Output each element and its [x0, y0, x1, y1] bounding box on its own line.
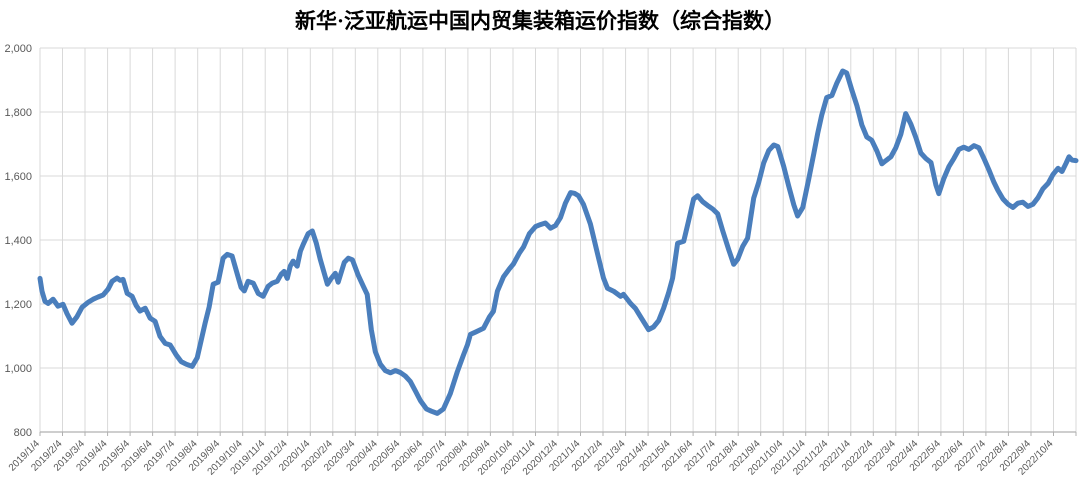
y-axis-labels: 800 1,000 1,200 1,400 1,600 1,800 2,000 — [4, 43, 32, 439]
svg-text:1,800: 1,800 — [4, 107, 32, 119]
chart-title: 新华·泛亚航运中国内贸集装箱运价指数（综合指数） — [294, 9, 785, 33]
svg-text:1,600: 1,600 — [4, 171, 32, 183]
x-axis-labels: 2019/1/42019/2/42019/3/42019/4/42019/5/4… — [7, 438, 1056, 478]
svg-text:800: 800 — [14, 427, 32, 439]
axis-lines — [39, 431, 1077, 436]
svg-text:1,000: 1,000 — [4, 363, 32, 375]
gridlines — [39, 47, 1077, 432]
series-line — [37, 68, 1079, 416]
svg-text:1,400: 1,400 — [4, 235, 32, 247]
svg-text:2,000: 2,000 — [4, 43, 32, 55]
svg-text:1,200: 1,200 — [4, 299, 32, 311]
